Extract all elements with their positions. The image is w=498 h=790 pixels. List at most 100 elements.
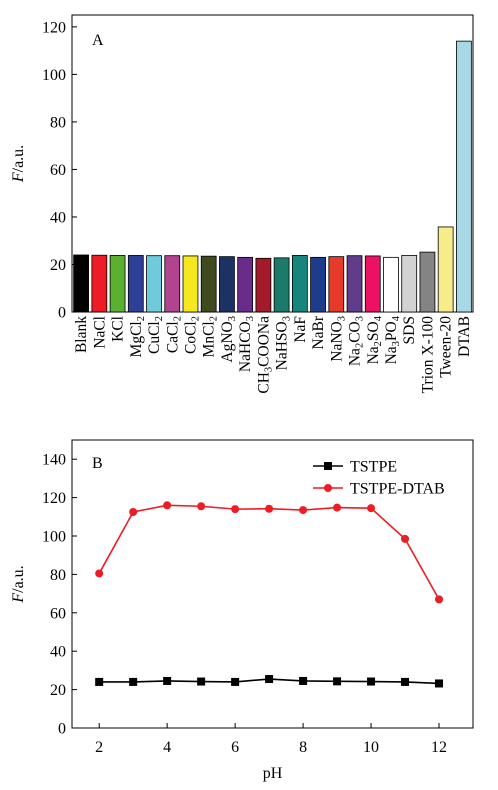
bar <box>437 226 454 313</box>
legend-label: TSTPE-DTAB <box>350 481 445 498</box>
data-point <box>333 503 342 512</box>
data-point <box>197 502 206 511</box>
y-tick-label: 100 <box>42 529 66 546</box>
data-point <box>265 675 274 684</box>
x-tick-label: 4 <box>163 739 171 756</box>
bar <box>73 254 89 313</box>
legend-entry: TSTPE <box>313 459 397 476</box>
x-tick-label: NaBr <box>310 315 327 349</box>
x-tick-label: CoCl2 <box>182 316 201 354</box>
y-tick-label: 100 <box>42 67 66 84</box>
legend-marker <box>324 462 332 470</box>
panel-b-frame <box>71 439 474 729</box>
series-line <box>98 504 440 600</box>
x-tick-label: Tween-20 <box>438 316 455 378</box>
series-tstpe <box>95 675 444 688</box>
series-tstpe-dtab <box>95 501 444 604</box>
bar <box>328 256 345 313</box>
y-tick-label: 80 <box>50 567 66 584</box>
panel-label: B <box>92 455 103 472</box>
bar <box>237 256 254 313</box>
bar <box>200 255 217 313</box>
data-point <box>299 506 308 515</box>
bar <box>364 255 381 313</box>
data-point <box>265 504 274 513</box>
bar <box>255 257 272 313</box>
y-tick-label: 60 <box>50 162 66 179</box>
x-tick-label: 12 <box>431 739 447 756</box>
x-tick-label: MnCl2 <box>201 316 220 357</box>
data-point <box>95 569 104 578</box>
bar <box>164 255 181 313</box>
data-point <box>367 677 376 686</box>
bar <box>273 257 290 313</box>
bar <box>401 255 418 313</box>
data-point <box>163 676 172 685</box>
x-tick-label: NaNO3 <box>328 316 347 362</box>
x-tick-label: 2 <box>95 739 103 756</box>
y-tick-label: 60 <box>50 605 66 622</box>
y-tick-label: 0 <box>58 305 66 322</box>
x-tick-label: NaHSO3 <box>274 316 293 370</box>
x-tick-label: Trion X-100 <box>419 316 436 394</box>
bar <box>146 255 162 313</box>
y-tick-label: 40 <box>50 209 66 226</box>
x-tick-label: NaHCO3 <box>237 316 256 372</box>
data-point <box>95 677 104 686</box>
data-point <box>197 677 206 686</box>
y-tick-label: 80 <box>50 114 66 131</box>
x-tick-label: 10 <box>363 739 379 756</box>
bar <box>182 255 199 313</box>
x-axis-label: pH <box>263 765 283 782</box>
data-point <box>299 676 308 685</box>
bar <box>310 256 326 313</box>
x-tick-label: CaCl2 <box>164 316 183 353</box>
x-tick-label: DTAB <box>456 316 473 357</box>
x-tick-label: CuCl2 <box>146 316 165 354</box>
bar <box>346 255 363 313</box>
x-tick-label: AgNO3 <box>219 316 238 363</box>
x-tick-label: CH3COONa <box>255 316 274 394</box>
data-point <box>129 508 138 516</box>
panel-label: A <box>92 32 104 49</box>
bar <box>456 40 472 313</box>
data-point <box>129 677 138 686</box>
x-tick-label: Blank <box>73 316 90 353</box>
data-point <box>435 595 444 604</box>
bar <box>291 255 308 313</box>
bar <box>383 256 399 313</box>
y-axis-label: F/a.u. <box>10 145 27 183</box>
bar <box>219 256 235 313</box>
y-tick-label: 140 <box>42 452 66 469</box>
legend-label: TSTPE <box>350 459 397 476</box>
data-point <box>367 504 376 513</box>
y-tick-label: 20 <box>50 682 66 699</box>
x-tick-label: NaCl <box>91 316 108 349</box>
y-tick-label: 120 <box>42 19 66 36</box>
x-tick-label: Na2SO4 <box>365 315 384 364</box>
legend-entry: TSTPE-DTAB <box>313 481 445 498</box>
bar <box>109 255 126 313</box>
bar <box>127 255 144 313</box>
y-tick-label: 0 <box>58 721 66 738</box>
panel-a-frame <box>71 14 474 313</box>
y-tick-label: 120 <box>42 490 66 507</box>
data-point <box>333 677 342 686</box>
x-tick-label: NaF <box>292 316 309 343</box>
y-tick-label: 20 <box>50 257 66 274</box>
legend-marker <box>324 484 332 492</box>
data-point <box>401 534 410 543</box>
panel-b: 0 20 40 60 80 100 120 140 2 4 6 8 10 12 B F/a.u. pH TSTPE… <box>10 439 474 782</box>
y-tick-label: 40 <box>50 644 66 661</box>
x-tick-label: MgCl2 <box>128 316 147 357</box>
x-tick-label: 8 <box>299 739 307 756</box>
data-point <box>231 677 240 686</box>
x-tick-label: SDS <box>401 316 418 344</box>
data-point <box>435 679 444 688</box>
bar <box>419 251 436 313</box>
x-tick-label: 6 <box>231 739 239 756</box>
y-axis-label: F/a.u. <box>10 565 27 603</box>
bar <box>91 254 108 313</box>
